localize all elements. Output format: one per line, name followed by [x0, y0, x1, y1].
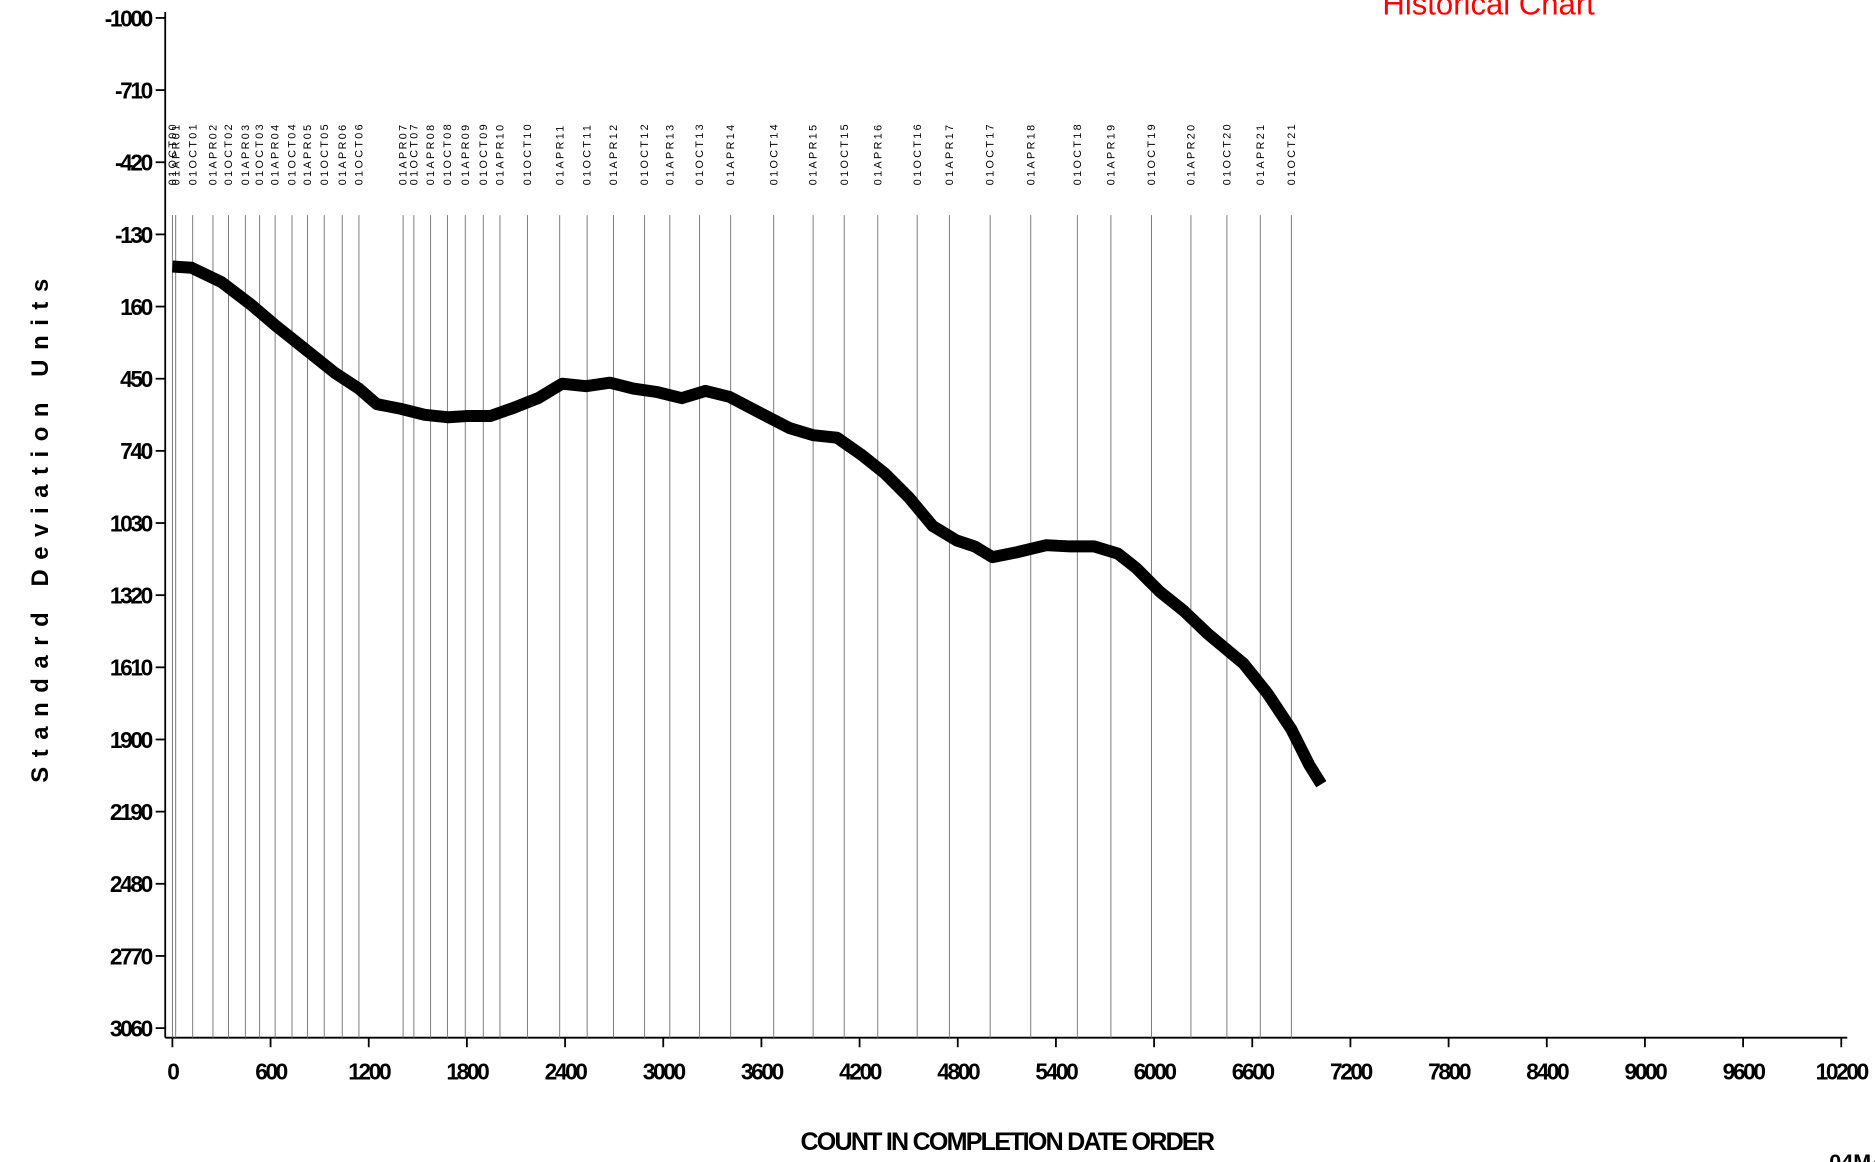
chart-title: Historical Chart: [1382, 0, 1595, 21]
reference-label: 01OCT20: [1221, 122, 1233, 185]
reference-label: 01OCT17: [985, 122, 997, 185]
x-tick-label: 7800: [1428, 1059, 1471, 1085]
reference-label: 01APR11: [554, 123, 566, 185]
x-tick-label: 4800: [937, 1059, 980, 1085]
x-tick-label: 7200: [1330, 1059, 1373, 1085]
reference-label: 01OCT01: [187, 122, 199, 185]
y-tick-label: 2480: [110, 871, 153, 897]
reference-label: 01APR07: [398, 123, 410, 186]
y-tick-label: -420: [115, 150, 153, 176]
y-tick-label: 740: [120, 438, 152, 464]
reference-label: 01APR06: [337, 123, 349, 186]
x-axis-label: COUNT IN COMPLETION DATE ORDER: [800, 1128, 1214, 1156]
reference-label: 01OCT04: [287, 122, 299, 185]
reference-label: 01OCT15: [839, 122, 851, 185]
reference-label: 01APR09: [460, 123, 472, 186]
reference-label: 01OCT12: [639, 122, 651, 185]
reference-label: 01APR18: [1025, 123, 1037, 186]
reference-label: 01APR21: [1255, 123, 1267, 186]
reference-label: 01APR14: [725, 123, 737, 186]
x-tick-label: 5400: [1035, 1059, 1078, 1085]
x-tick-label: 0: [167, 1059, 179, 1085]
reference-label: 01APR17: [944, 123, 956, 186]
y-tick-label: -710: [115, 77, 153, 103]
reference-label: 01OCT00: [167, 122, 179, 185]
reference-label: 01APR12: [608, 123, 620, 186]
y-tick-label: 160: [120, 294, 152, 320]
y-tick-label: 1900: [110, 727, 153, 753]
x-tick-label: 3000: [643, 1059, 686, 1085]
y-tick-label: 1320: [110, 583, 153, 609]
reference-label: 01APR16: [872, 123, 884, 186]
x-tick-label: 1800: [446, 1059, 489, 1085]
y-tick-label: -1000: [105, 5, 153, 31]
y-tick-label: 2770: [110, 943, 153, 969]
reference-label: 01OCT11: [582, 123, 594, 186]
reference-label: 01OCT14: [768, 122, 780, 185]
x-tick-label: 9600: [1723, 1059, 1766, 1085]
x-tick-label: 6600: [1232, 1059, 1275, 1085]
x-tick-label: 10200: [1816, 1059, 1869, 1085]
y-axis-label: Standard Deviation Units: [27, 269, 54, 783]
reference-label: 01APR04: [270, 123, 282, 186]
reference-label: 01APR10: [495, 123, 507, 186]
reference-label: 01APR19: [1105, 123, 1117, 186]
x-tick-label: 2400: [545, 1059, 588, 1085]
y-tick-label: 1610: [110, 655, 153, 681]
reference-label: 01OCT10: [522, 122, 534, 185]
x-tick-label: 6000: [1134, 1059, 1177, 1085]
data-line: [172, 260, 1327, 788]
reference-label: 01OCT07: [408, 122, 420, 185]
reference-label: 01OCT02: [223, 122, 235, 185]
x-tick-label: 1200: [348, 1059, 391, 1085]
reference-label: 01APR13: [664, 123, 676, 186]
reference-label: 01OCT05: [319, 122, 331, 185]
reference-label: 01OCT13: [694, 122, 706, 185]
x-tick-label: 4200: [839, 1059, 882, 1085]
reference-label: 01OCT16: [912, 122, 924, 185]
x-tick-label: 8400: [1526, 1059, 1569, 1085]
y-tick-label: 450: [120, 366, 152, 392]
reference-label: 01APR08: [425, 123, 437, 186]
reference-label: 01OCT19: [1146, 122, 1158, 185]
reference-label: 01APR03: [240, 123, 252, 186]
reference-label: 01OCT09: [478, 122, 490, 185]
y-tick-label: 2190: [110, 799, 153, 825]
reference-label: 01APR20: [1185, 123, 1197, 186]
y-tick-label: 3060: [110, 1015, 153, 1041]
x-tick-label: 3600: [741, 1059, 784, 1085]
reference-label: 01OCT08: [442, 122, 454, 185]
reference-label: 01APR15: [808, 123, 820, 186]
reference-label: 01APR01: [170, 123, 182, 186]
y-tick-label: 1030: [110, 510, 153, 536]
reference-label: 01APR05: [302, 123, 314, 186]
x-tick-label: 9000: [1624, 1059, 1667, 1085]
reference-label: 01OCT18: [1072, 122, 1084, 185]
reference-label: 01OCT21: [1286, 122, 1298, 185]
y-tick-label: -130: [115, 222, 153, 248]
timestamp: 04MAY22:11:37: [1829, 1150, 1875, 1162]
reference-label: 01APR02: [208, 123, 220, 186]
x-tick-label: 600: [255, 1059, 287, 1085]
reference-label: 01OCT06: [354, 122, 366, 185]
reference-label: 01OCT03: [254, 122, 266, 185]
